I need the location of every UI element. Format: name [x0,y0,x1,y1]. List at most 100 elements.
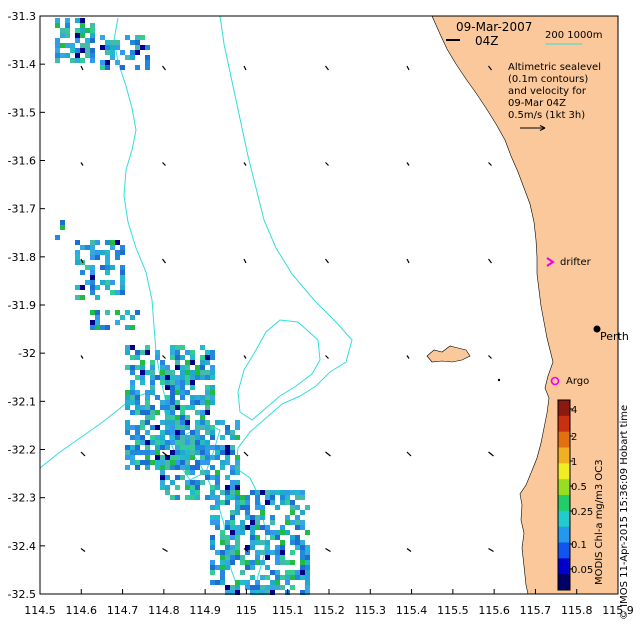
chl-pixel [130,380,135,385]
chl-pixel [235,505,240,510]
chl-pixel [130,395,135,400]
chl-pixel [205,475,210,480]
chl-pixel [175,445,180,450]
chl-pixel [290,535,295,540]
chl-pixel [265,555,270,560]
chl-pixel [150,375,155,380]
chl-pixel [160,365,165,370]
chl-pixel [115,240,120,245]
chl-pixel [230,480,235,485]
chl-pixel [290,560,295,565]
chl-pixel [185,405,190,410]
chl-pixel [180,370,185,375]
chl-pixel [205,495,210,500]
chl-pixel [205,350,210,355]
chl-pixel [280,530,285,535]
colorbar-segment [558,431,570,448]
chl-pixel [250,515,255,520]
chl-pixel [220,540,225,545]
chl-pixel [230,560,235,565]
chl-pixel [190,445,195,450]
chl-pixel [275,535,280,540]
velocity-arrow [406,65,410,71]
chl-pixel [80,48,85,53]
chl-pixel [210,390,215,395]
chl-pixel [230,450,235,455]
y-axis: -31.3 -31.4 -31.5 -31.6 -31.7 -31.8 -31.9 -32 -3… [8,10,45,601]
chl-pixel [255,520,260,525]
chl-pixel [285,570,290,575]
chl-pixel [185,470,190,475]
legend-line-5: 0.5m/s (1kt 3h) [508,110,585,121]
chl-pixel [165,490,170,495]
chl-pixel [295,545,300,550]
chl-pixel [125,430,130,435]
chl-pixel [105,270,110,275]
velocity-arrow [162,355,166,359]
chl-pixel [230,555,235,560]
chl-pixel [200,360,205,365]
chl-pixel [245,525,250,530]
y-tick-label: -31.9 [8,299,36,312]
chl-pixel [105,310,110,315]
chl-pixel [230,515,235,520]
chl-pixel [195,485,200,490]
velocity-arrow [80,162,84,166]
chl-pixel [195,445,200,450]
chl-pixel [95,310,100,315]
chl-pixel [155,375,160,380]
y-tick-label: -31.8 [8,251,36,264]
chl-pixel [210,490,215,495]
velocity-arrow [488,355,492,359]
chl-pixel [190,490,195,495]
chl-pixel [220,460,225,465]
chl-pixel [175,475,180,480]
chl-pixel [225,460,230,465]
chl-pixel [185,375,190,380]
chl-pixel [230,445,235,450]
chl-pixel [220,580,225,585]
chl-pixel [130,355,135,360]
chl-pixel [195,425,200,430]
chl-pixel [100,45,105,50]
chl-pixel [280,490,285,495]
chl-pixel [155,350,160,355]
chl-pixel [210,565,215,570]
chl-pixel [90,310,95,315]
chl-pixel [185,360,190,365]
chl-pixel [240,555,245,560]
y-tick-label: -32.5 [8,588,36,601]
chl-pixel [215,470,220,475]
chl-pixel [235,555,240,560]
legend-line-4: 09-Mar 04Z [508,98,566,109]
y-tick-label: -32.3 [8,492,36,505]
chlorophyll-pixels [55,18,310,595]
velocity-arrow [243,548,249,552]
chl-pixel [235,460,240,465]
chl-pixel [290,575,295,580]
chl-pixel [225,555,230,560]
chl-pixel [145,465,150,470]
chl-pixel [105,260,110,265]
chl-pixel [245,560,250,565]
chl-pixel [195,460,200,465]
chl-pixel [170,425,175,430]
chl-pixel [200,460,205,465]
chl-pixel [165,440,170,445]
chl-pixel [90,255,95,260]
chl-pixel [285,560,290,565]
chl-pixel [155,455,160,460]
chl-pixel [215,420,220,425]
chl-pixel [170,495,175,500]
chl-pixel [225,540,230,545]
chl-pixel [185,435,190,440]
chl-pixel [135,65,140,70]
chl-pixel [155,425,160,430]
chl-pixel [175,405,180,410]
chl-pixel [190,465,195,470]
chl-pixel [220,420,225,425]
chl-pixel [225,545,230,550]
chl-pixel [280,585,285,590]
chl-pixel [255,500,260,505]
chl-pixel [60,220,65,225]
